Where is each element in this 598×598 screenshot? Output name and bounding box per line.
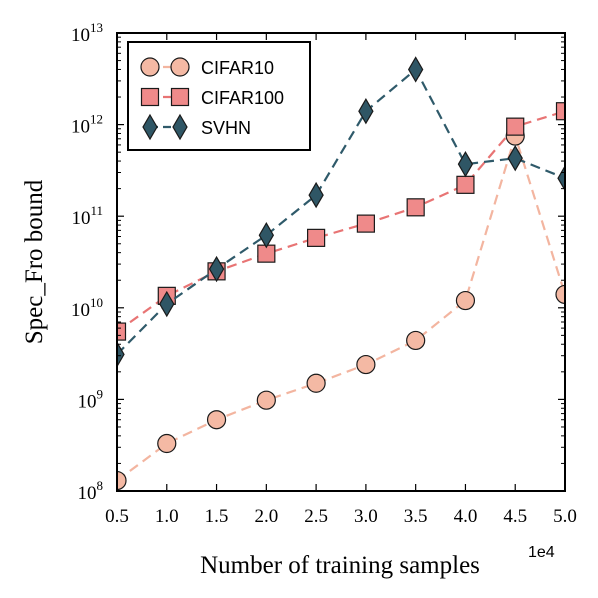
data-point-svhn bbox=[159, 290, 175, 318]
legend-marker-square bbox=[170, 87, 190, 107]
x-tick-label: 3.5 bbox=[404, 506, 428, 527]
x-tick-label: 1.5 bbox=[205, 506, 229, 527]
data-point-cifar10 bbox=[455, 290, 476, 311]
x-tick-label: 3.0 bbox=[354, 506, 378, 527]
data-point-cifar100 bbox=[506, 117, 525, 136]
legend-item-cifar10: CIFAR10 bbox=[140, 57, 274, 78]
series-svhn bbox=[117, 56, 565, 368]
series-cifar10 bbox=[117, 126, 565, 491]
x-tick-label: 2.0 bbox=[254, 506, 278, 527]
legend-label: CIFAR100 bbox=[201, 88, 284, 108]
legend-label: CIFAR10 bbox=[201, 58, 274, 78]
data-point-svhn bbox=[358, 98, 374, 125]
data-point-cifar100 bbox=[307, 228, 326, 247]
data-point-cifar10 bbox=[117, 470, 127, 491]
series-layer bbox=[117, 56, 565, 491]
y-tick-label: 1013 bbox=[71, 20, 103, 46]
x-tick-label: 2.5 bbox=[304, 506, 328, 527]
x-offset-label: 1e4 bbox=[528, 544, 555, 561]
y-tick-label: 109 bbox=[78, 386, 104, 412]
data-point-cifar10 bbox=[555, 284, 565, 305]
data-point-svhn bbox=[208, 255, 225, 283]
series-line-svhn bbox=[117, 67, 565, 356]
data-point-cifar100 bbox=[456, 175, 475, 194]
legend-item-cifar100: CIFAR100 bbox=[140, 87, 284, 108]
legend-label: SVHN bbox=[201, 118, 251, 138]
x-tick-label: 1.0 bbox=[155, 506, 179, 527]
y-tick-label: 1012 bbox=[71, 112, 103, 138]
data-point-cifar10 bbox=[356, 354, 376, 375]
x-axis-label: Number of training samples bbox=[200, 552, 480, 579]
x-tick-label: 0.5 bbox=[105, 506, 129, 527]
data-point-svhn bbox=[507, 144, 523, 172]
ticks-layer: 0.5 1.0 1.5 2.0 2.5 3.0 3.5 4.0 4.5 5.0 108 109 1010… bbox=[71, 20, 577, 527]
series-cifar100 bbox=[117, 102, 565, 341]
data-point-cifar100 bbox=[356, 214, 375, 233]
series-line-cifar10 bbox=[117, 132, 565, 482]
data-point-cifar10 bbox=[406, 330, 426, 351]
data-point-svhn bbox=[258, 222, 275, 249]
y-tick-label: 1010 bbox=[71, 295, 103, 321]
legend-marker-diamond bbox=[142, 113, 158, 141]
x-tick-label: 4.0 bbox=[454, 506, 478, 527]
y-tick-label: 108 bbox=[78, 478, 104, 504]
data-point-cifar10 bbox=[157, 433, 177, 454]
data-point-svhn bbox=[407, 56, 424, 83]
y-axis-label: Spec_Fro bound bbox=[21, 179, 48, 344]
data-point-svhn bbox=[117, 341, 125, 368]
data-point-cifar100 bbox=[555, 102, 565, 121]
plot-frame bbox=[116, 32, 566, 492]
legend-marker-square bbox=[140, 87, 160, 107]
data-point-svhn bbox=[308, 181, 324, 209]
y-tick-label: 1011 bbox=[71, 203, 103, 229]
legend-marker-circle bbox=[170, 57, 190, 77]
legend-item-svhn: SVHN bbox=[142, 113, 251, 141]
legend-marker-circle bbox=[140, 57, 160, 77]
x-tick-label: 5.0 bbox=[553, 506, 577, 527]
x-tick-label: 4.5 bbox=[503, 506, 527, 527]
data-point-cifar10 bbox=[306, 373, 326, 393]
data-point-cifar100 bbox=[406, 198, 425, 217]
data-point-cifar100 bbox=[117, 322, 127, 341]
data-point-cifar10 bbox=[256, 390, 276, 410]
data-point-cifar10 bbox=[206, 410, 227, 430]
series-line-cifar100 bbox=[117, 110, 565, 333]
data-point-svhn bbox=[457, 150, 474, 178]
legend: CIFAR10 CIFAR100 SVHN bbox=[127, 41, 311, 151]
legend-marker-diamond bbox=[172, 113, 188, 141]
